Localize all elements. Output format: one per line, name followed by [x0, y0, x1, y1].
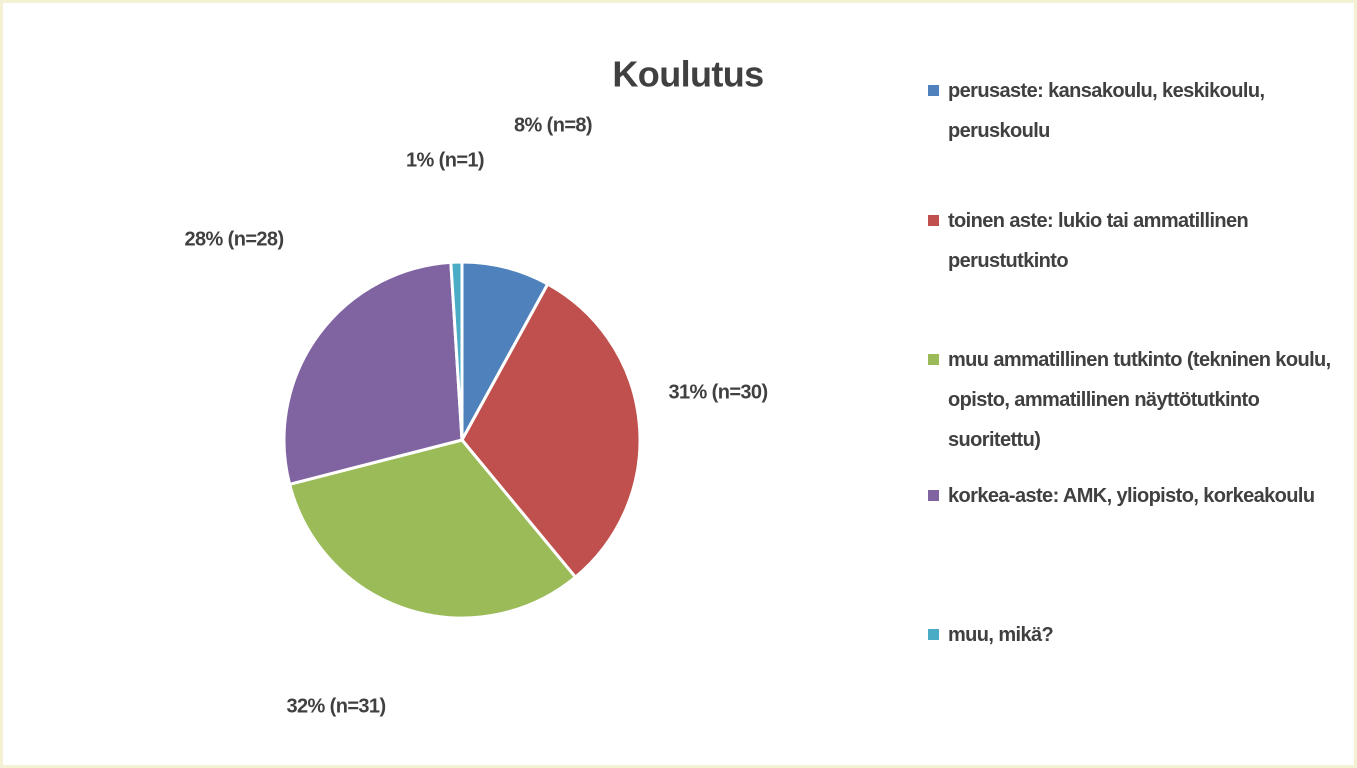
legend-item: perusaste: kansakoulu, keskikoulu, perus… [928, 71, 1348, 151]
pie-slice [460, 260, 550, 441]
legend-label: muu, mikä? [948, 624, 1054, 646]
legend-swatch [928, 490, 939, 501]
data-label: 1% (n=1) [406, 149, 484, 171]
legend-item: muu ammatillinen tutkinto (tekninen koul… [928, 340, 1348, 460]
pie-slice [449, 260, 464, 441]
data-label: 28% (n=28) [184, 228, 283, 250]
data-label: 32% (n=31) [286, 695, 385, 717]
legend-swatch [928, 85, 939, 96]
legend-swatch [928, 354, 939, 365]
legend-item: muu, mikä? [928, 615, 1348, 655]
legend-label: toinen aste: lukio tai ammatillinen peru… [948, 210, 1249, 272]
legend-swatch [928, 629, 939, 640]
legend-item: toinen aste: lukio tai ammatillinen peru… [928, 201, 1348, 281]
pie-slice [282, 260, 464, 487]
legend-swatch [928, 215, 939, 226]
pie-slice [460, 281, 642, 580]
legend-label: perusaste: kansakoulu, keskikoulu, perus… [948, 80, 1265, 142]
chart-title: Koulutus [612, 54, 763, 95]
legend-label: muu ammatillinen tutkinto (tekninen koul… [948, 349, 1331, 451]
legend-label: korkea-aste: AMK, yliopisto, korkeakoulu [948, 485, 1315, 507]
data-label: 31% (n=30) [668, 381, 767, 403]
legend-item: korkea-aste: AMK, yliopisto, korkeakoulu [928, 476, 1348, 516]
chart: Koulutus 8% (n=8) 31% (n=30) 32% (n=31) 28%… [184, 54, 768, 718]
data-label: 8% (n=8) [514, 114, 592, 136]
pie-slice [287, 438, 578, 620]
